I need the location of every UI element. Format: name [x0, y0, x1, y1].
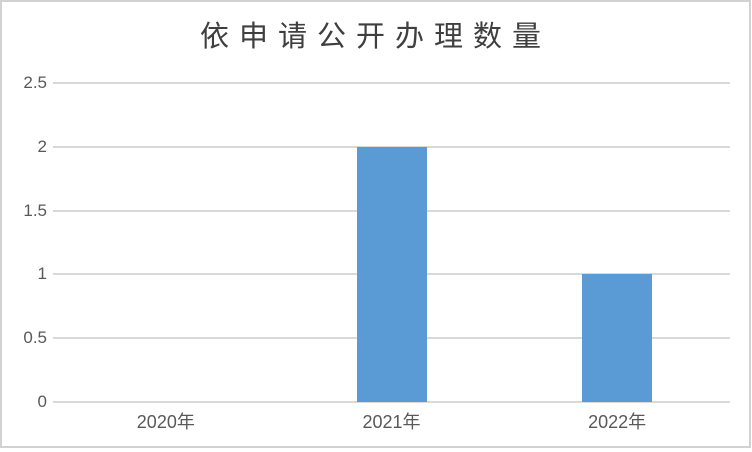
x-category-label: 2022年: [588, 412, 647, 432]
gridline: [53, 82, 730, 84]
y-tick-label: 1: [37, 264, 47, 284]
y-tick-label: 2.5: [23, 73, 47, 92]
gridline: [53, 401, 730, 403]
bar-2021年: [356, 146, 427, 402]
x-category-label: 2020年: [136, 412, 195, 432]
x-category-label: 2021年: [362, 412, 421, 432]
chart-title: 依申请公开办理数量: [199, 19, 551, 53]
y-tick-label: 0: [37, 392, 47, 411]
y-tick-label: 1.5: [23, 200, 47, 220]
bar-2022年: [582, 274, 653, 402]
y-tick-label: 2: [37, 136, 47, 156]
y-tick-label: 0.5: [23, 328, 47, 348]
